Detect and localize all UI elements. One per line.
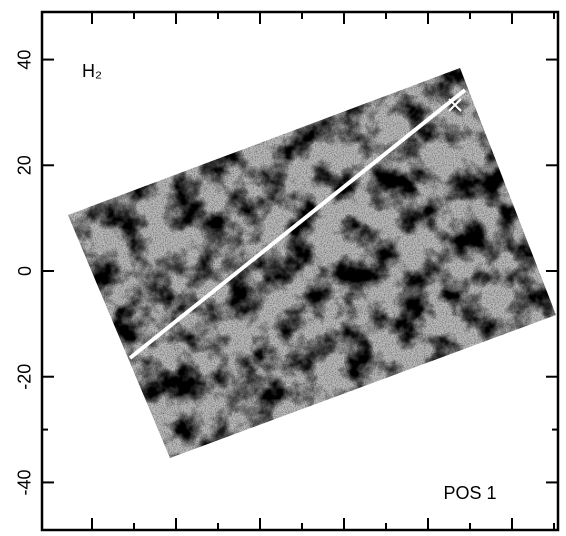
y-tick-label: -20 [15,364,35,390]
y-tick-label: 0 [15,266,35,276]
sky-image [68,68,556,458]
y-tick-label: 40 [15,50,35,70]
annotation: POS 1 [443,483,496,503]
chart: H₂ POS 1 -40 -20 0 20 40 [0,0,566,536]
panel-label: H₂ [82,61,102,81]
y-tick-label: 20 [15,155,35,175]
y-tick-label: -40 [15,469,35,495]
